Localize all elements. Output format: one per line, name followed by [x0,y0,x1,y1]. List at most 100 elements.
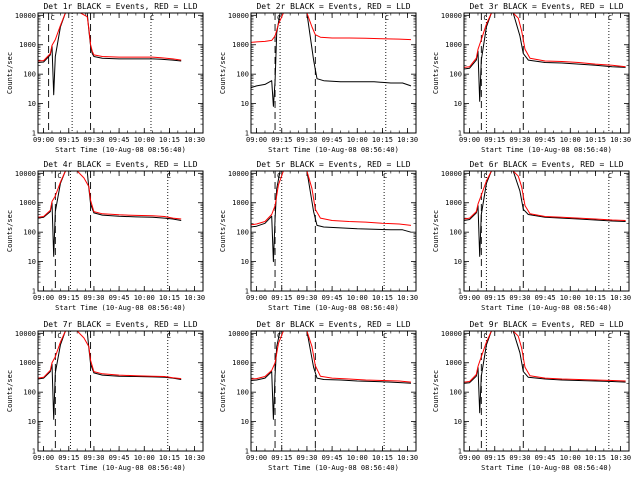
y-tick-label: 1 [458,288,462,296]
events-series-line [251,331,412,420]
x-tick-label: 10:00 [560,136,581,144]
x-tick-label: 10:00 [347,454,368,462]
marker-label-left: C [57,332,61,340]
x-tick-label: 09:15 [58,294,79,302]
x-tick-label: 10:00 [134,136,155,144]
detector-panel: Det 3r BLACK = Events, RED = LLD Counts/s… [432,2,631,154]
lld-series-line [251,171,412,226]
y-tick-label: 10000 [15,12,36,20]
y-tick-label: 1000 [232,199,249,207]
events-series-line [251,13,412,107]
x-axis-label: Start Time (10-Aug-08 08:56:40) [55,464,186,472]
marker-label-left: C [51,14,55,22]
lld-series-line [464,331,626,383]
y-tick-label: 1000 [445,199,462,207]
x-tick-label: 09:30 [509,454,530,462]
panel-title: Det 7r BLACK = Events, RED = LLD [43,320,197,329]
x-tick-label: 09:45 [109,454,130,462]
events-series-line [38,13,182,96]
y-tick-label: 10 [454,258,462,266]
y-axis-label: Counts/sec [432,52,440,94]
x-tick-label: 09:30 [83,294,104,302]
y-tick-label: 1 [458,448,462,456]
marker-label-left: C [483,14,487,22]
plot-frame [463,170,630,292]
y-tick-label: 100 [236,71,249,79]
y-axis-label: Counts/sec [6,370,14,412]
y-tick-label: 10 [241,258,249,266]
y-tick-label: 100 [449,229,462,237]
y-tick-label: 10000 [441,170,462,178]
marker-label-right: C [167,332,171,340]
lld-series-line [251,331,412,383]
marker-label-right: C [383,172,387,180]
plot-frame [37,170,204,292]
panel-title: Det 9r BLACK = Events, RED = LLD [469,320,623,329]
x-tick-label: 09:45 [535,136,556,144]
y-tick-label: 10 [28,258,36,266]
panel-title: Det 5r BLACK = Events, RED = LLD [256,160,410,169]
x-axis-label: Start Time (10-Aug-08 08:56:40) [55,146,186,154]
y-tick-label: 10000 [228,12,249,20]
marker-label-right: C [608,172,612,180]
marker-label-left: C [483,332,487,340]
events-series-line [464,13,626,102]
plot-frame [463,12,630,134]
y-tick-label: 10 [454,100,462,108]
x-tick-label: 09:00 [246,294,267,302]
marker-label-right: C [608,14,612,22]
x-tick-label: 09:00 [459,294,480,302]
x-tick-label: 09:30 [296,454,317,462]
x-tick-label: 10:30 [184,294,205,302]
y-tick-label: 1000 [19,359,36,367]
y-tick-label: 10 [454,418,462,426]
x-tick-label: 09:15 [58,136,79,144]
events-series-line [464,171,626,257]
y-tick-label: 10000 [15,170,36,178]
y-tick-label: 10 [241,100,249,108]
x-tick-label: 09:30 [83,454,104,462]
x-tick-label: 10:15 [159,136,180,144]
x-tick-label: 09:15 [484,294,505,302]
x-axis-label: Start Time (10-Aug-08 08:56:40) [268,464,399,472]
detector-panel: Det 5r BLACK = Events, RED = LLD Counts/s… [219,160,418,312]
y-tick-label: 1000 [232,359,249,367]
y-tick-label: 1000 [19,41,36,49]
x-tick-label: 10:15 [372,454,393,462]
x-tick-label: 09:45 [535,294,556,302]
detector-panel: Det 9r BLACK = Events, RED = LLD Counts/s… [432,320,631,472]
y-axis-label: Counts/sec [6,210,14,252]
x-tick-label: 09:00 [33,454,54,462]
series-group [464,171,626,257]
x-tick-label: 09:00 [246,136,267,144]
panel-title: Det 2r BLACK = Events, RED = LLD [256,2,410,11]
x-tick-label: 10:30 [610,294,631,302]
marker-label-right: C [383,332,387,340]
y-axis-label: Counts/sec [6,52,14,94]
x-axis-label: Start Time (10-Aug-08 08:56:40) [55,304,186,312]
events-series-line [38,171,182,257]
y-tick-label: 10 [241,418,249,426]
series-group [251,171,412,263]
y-tick-label: 10000 [441,330,462,338]
x-tick-label: 09:30 [296,294,317,302]
lld-series-line [464,13,626,68]
y-tick-label: 1 [458,130,462,138]
y-tick-label: 10000 [228,170,249,178]
lld-series-line [38,331,182,380]
plot-frame [250,12,417,134]
x-tick-label: 09:45 [109,294,130,302]
x-tick-label: 09:30 [296,136,317,144]
x-tick-label: 10:30 [397,454,418,462]
series-group [38,171,182,257]
detector-panel: Det 2r BLACK = Events, RED = LLD Counts/s… [219,2,418,154]
x-tick-label: 09:00 [33,136,54,144]
x-tick-label: 10:30 [397,136,418,144]
y-tick-label: 100 [236,229,249,237]
panel-title: Det 6r BLACK = Events, RED = LLD [469,160,623,169]
x-tick-label: 10:15 [372,294,393,302]
x-tick-label: 09:15 [484,136,505,144]
x-tick-label: 09:00 [246,454,267,462]
detector-panel: Det 8r BLACK = Events, RED = LLD Counts/s… [219,320,418,472]
